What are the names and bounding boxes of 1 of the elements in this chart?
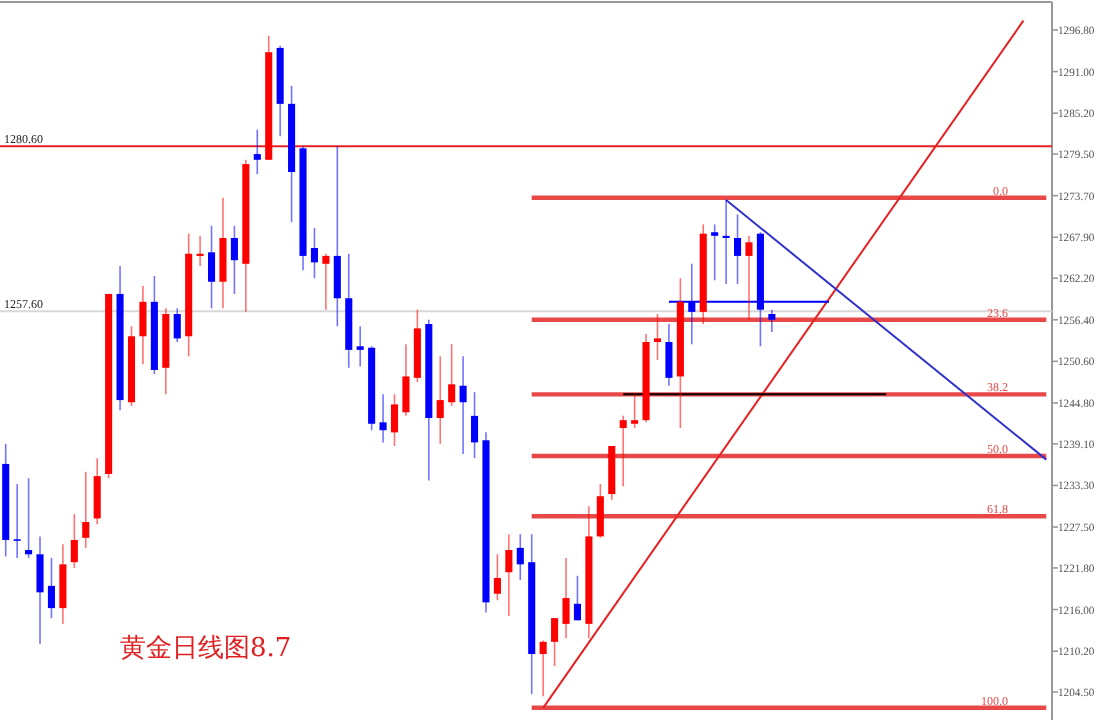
annotation: 黄金日线图8.7 bbox=[120, 634, 292, 664]
